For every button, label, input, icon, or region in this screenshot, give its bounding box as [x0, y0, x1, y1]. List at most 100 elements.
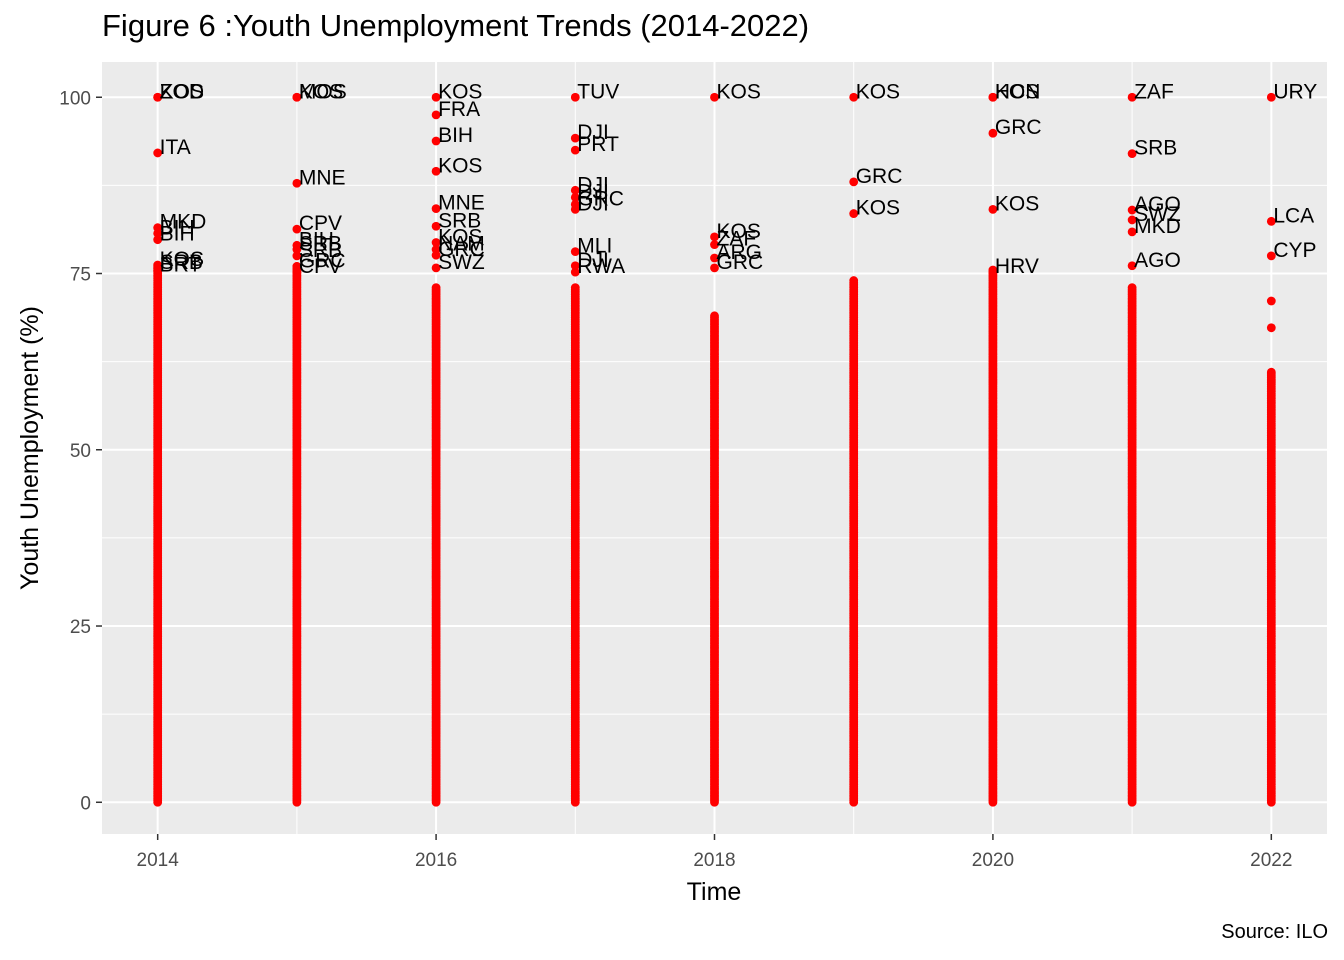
data-point	[1127, 227, 1137, 237]
data-point	[153, 228, 163, 238]
point-label: GRC	[438, 238, 485, 261]
point-label: KOS	[438, 225, 482, 248]
data-point	[292, 92, 302, 102]
point-label: KOS	[438, 80, 482, 103]
point-label: KOS	[995, 80, 1039, 103]
point-label: MNE	[438, 192, 485, 215]
data-point	[292, 251, 302, 261]
point-label: DJI	[577, 173, 609, 196]
point-label: GRC	[995, 116, 1042, 139]
point-label: BIH	[160, 223, 195, 246]
point-label: PRT	[577, 133, 619, 156]
data-point	[292, 267, 302, 277]
data-point	[570, 261, 580, 271]
data-point	[1266, 216, 1276, 226]
x-axis-title: Time	[687, 878, 742, 906]
point-label: KOS	[160, 248, 204, 271]
data-point	[431, 250, 441, 260]
data-point	[570, 192, 580, 202]
data-points	[153, 92, 1276, 807]
data-point	[710, 263, 719, 273]
data-point	[710, 92, 719, 102]
y-tick-label: 25	[70, 617, 91, 638]
data-point	[1266, 92, 1276, 102]
data-point	[849, 209, 859, 218]
point-label: BIH	[438, 124, 473, 147]
data-point	[153, 235, 163, 245]
point-label: SRB	[299, 239, 342, 262]
point-label: MNE	[299, 166, 346, 189]
point-label: MLI	[577, 235, 612, 258]
point-label: GRC	[717, 251, 764, 274]
data-point	[1127, 205, 1137, 215]
data-point	[988, 267, 998, 277]
point-label: MKD	[1134, 215, 1181, 238]
point-label: NAM	[438, 233, 485, 256]
point-label: GRC	[299, 249, 346, 272]
data-point	[1266, 367, 1276, 377]
data-point	[710, 240, 719, 250]
point-label: LCA	[1273, 204, 1314, 227]
point-label: URY	[1273, 80, 1317, 103]
data-point	[431, 221, 441, 231]
point-label: RWA	[577, 255, 625, 278]
data-point	[570, 92, 580, 102]
data-point	[570, 185, 580, 195]
point-label: CPV	[299, 212, 342, 235]
data-point	[710, 232, 719, 242]
point-label: SRB	[299, 233, 342, 256]
point-label: ZAF	[1134, 80, 1174, 103]
point-label: KOS	[717, 80, 761, 103]
point-label: CYP	[1273, 239, 1316, 262]
point-label: ZOD	[160, 80, 204, 103]
y-axis-ticks: 0 25 50 75 100	[59, 88, 102, 814]
point-labels: ZODKOSITAMKDBIHBIHKOSSRBBRTMOSKOSMNECPVB…	[160, 80, 1318, 278]
data-point	[431, 283, 441, 293]
point-label: SWZ	[438, 251, 485, 274]
point-label: BIH	[299, 228, 334, 251]
data-point	[1127, 215, 1137, 225]
point-label: ZAF	[717, 228, 757, 251]
data-point	[570, 133, 580, 143]
data-point	[570, 283, 580, 293]
point-label: AGO	[1134, 193, 1181, 216]
data-point	[431, 238, 441, 247]
chart-title: Figure 6 :Youth Unemployment Trends (201…	[102, 8, 810, 43]
point-label: GRC	[577, 187, 624, 210]
point-label: TUV	[577, 80, 619, 103]
point-label: ITA	[160, 136, 191, 159]
point-label: BRT	[160, 254, 202, 277]
data-point	[1266, 323, 1276, 333]
data-point	[431, 92, 441, 102]
point-label: KOS	[856, 197, 900, 220]
point-label: KOS	[717, 220, 761, 243]
data-point	[153, 92, 163, 102]
data-point	[1127, 149, 1137, 159]
data-point	[849, 177, 859, 187]
point-label: HCN	[995, 80, 1041, 103]
x-axis-ticks: 2014 2016 2018 2020 2022	[137, 834, 1292, 871]
point-label: MKD	[160, 211, 207, 234]
point-label: SRB	[1134, 137, 1177, 160]
data-point	[292, 178, 302, 188]
data-point	[292, 245, 302, 254]
y-tick-label: 75	[70, 265, 91, 286]
point-label: HRV	[995, 255, 1039, 278]
point-label: KOS	[160, 80, 204, 103]
x-tick-label: 2020	[972, 850, 1014, 871]
data-point	[849, 92, 859, 102]
data-point	[431, 136, 441, 146]
y-tick-label: 50	[70, 441, 91, 462]
point-label: KOS	[438, 154, 482, 177]
data-point	[1266, 251, 1276, 261]
data-point	[988, 92, 998, 102]
point-label: SWZ	[1134, 203, 1181, 226]
data-point	[1127, 92, 1137, 102]
data-point	[431, 110, 441, 120]
point-label: MOS	[299, 80, 347, 103]
data-point	[988, 204, 998, 214]
y-tick-label: 100	[59, 88, 91, 109]
data-point	[710, 253, 719, 263]
point-label: KOS	[995, 192, 1039, 215]
data-point	[1266, 296, 1276, 306]
